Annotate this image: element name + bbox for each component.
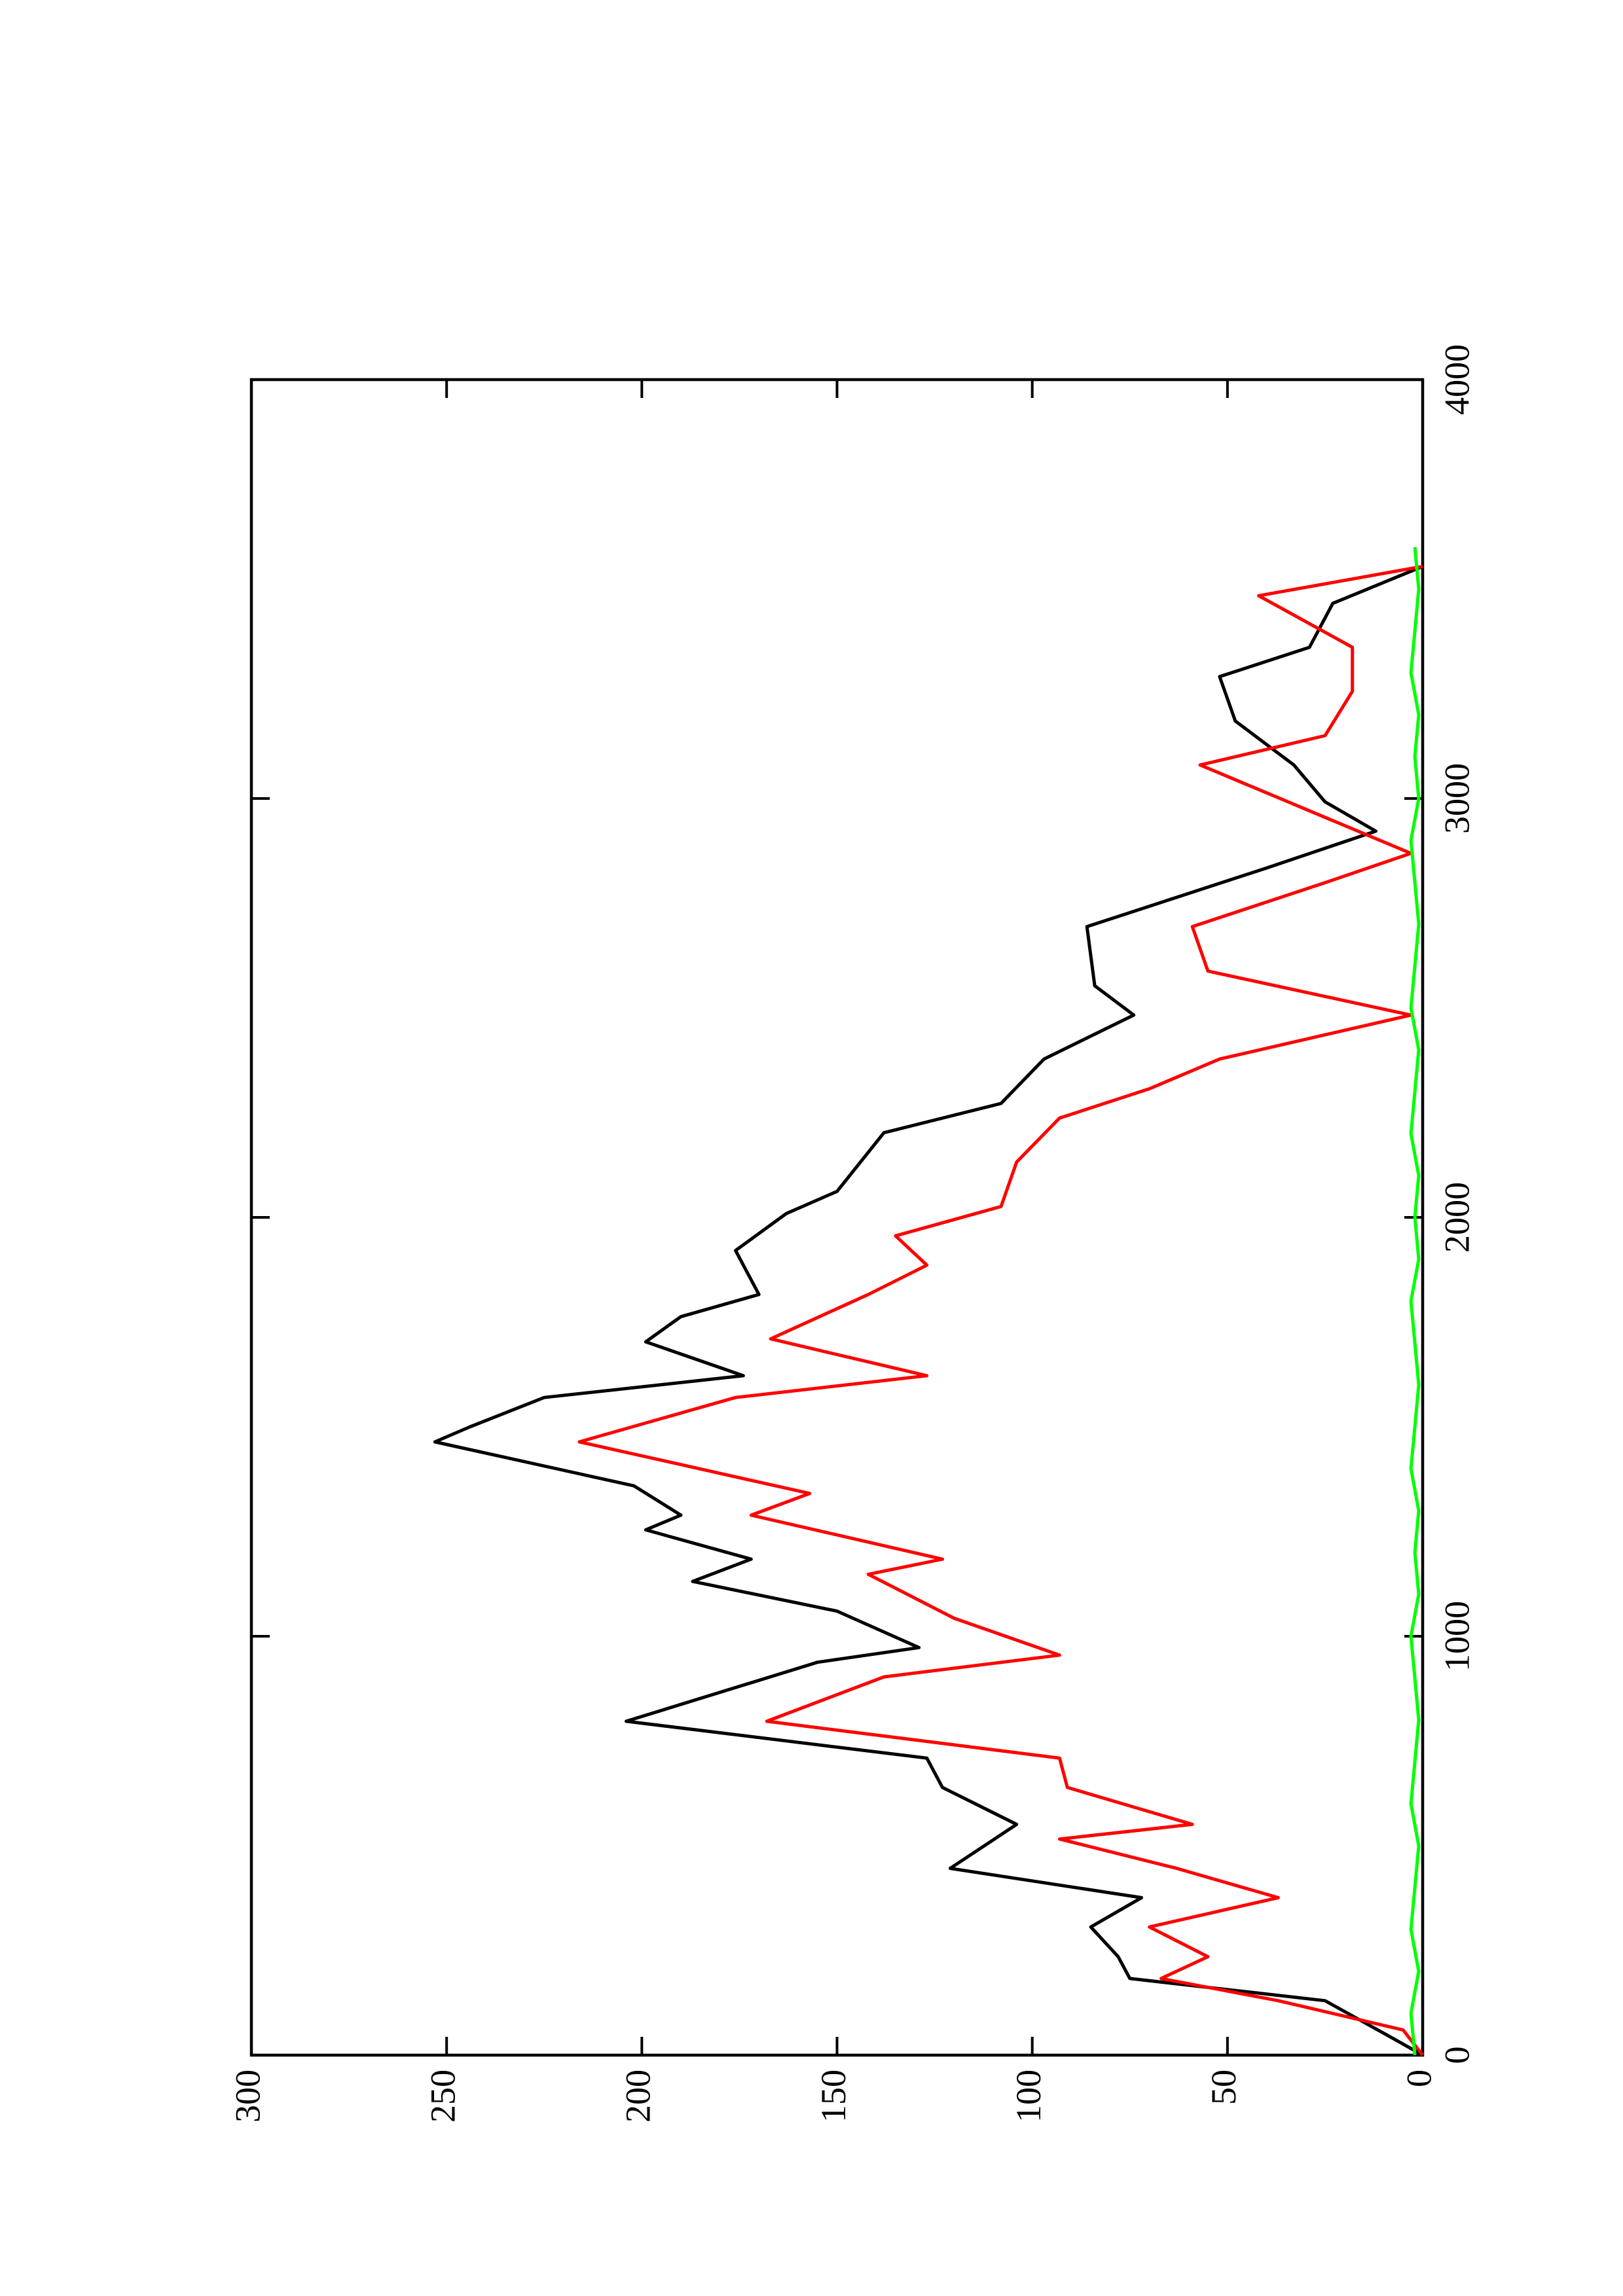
y-tick-label: 200 xyxy=(619,2070,658,2123)
y-tick-label: 150 xyxy=(814,2070,853,2123)
x-tick-label: 3000 xyxy=(1437,763,1476,834)
y-tick-label: 0 xyxy=(1399,2070,1438,2087)
x-tick-label: 1000 xyxy=(1437,1601,1476,1672)
x-tick-label: 4000 xyxy=(1437,344,1476,415)
x-tick-label: 2000 xyxy=(1437,1182,1476,1253)
data-line xyxy=(1409,547,1421,2056)
y-tick-label: 100 xyxy=(1009,2070,1048,2123)
y-tick-label: 300 xyxy=(228,2070,267,2123)
y-tick-label: 50 xyxy=(1204,2070,1243,2105)
data-line xyxy=(577,564,1424,2056)
x-tick-label: 0 xyxy=(1437,2047,1476,2064)
data-line xyxy=(433,565,1424,2057)
y-tick-label: 250 xyxy=(424,2070,463,2123)
